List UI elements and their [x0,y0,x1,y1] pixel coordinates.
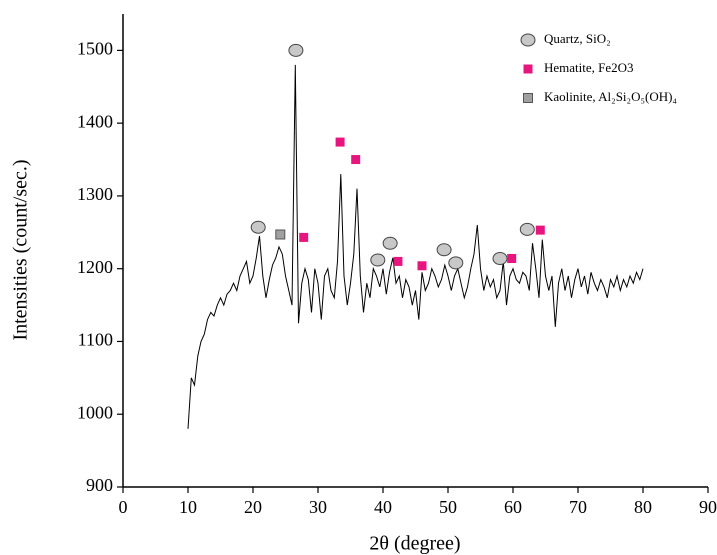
legend-marker [524,65,533,74]
phase-marker [449,257,463,269]
legend-label: Hematite, Fe2O3 [544,60,634,75]
x-tick-label: 50 [439,497,457,517]
phase-marker [251,221,265,233]
x-tick-label: 10 [179,497,197,517]
y-tick-label: 1400 [77,111,113,131]
x-tick-label: 40 [374,497,392,517]
y-axis-label: Intensities (count/sec.) [10,159,32,340]
x-tick-label: 80 [634,497,652,517]
y-tick-label: 1300 [77,184,113,204]
phase-marker [493,253,507,265]
legend-marker [524,94,533,103]
phase-marker [289,44,303,56]
phase-marker [507,254,516,263]
chart: 2θ (degree) Intensities (count/sec.) 0 10… [0,0,717,555]
phase-marker [536,226,545,235]
y-tick-label: 1100 [78,330,113,350]
x-tick-label: 70 [569,497,587,517]
xrd-line [188,65,643,429]
x-tick-label: 60 [504,497,522,517]
phase-marker [383,237,397,249]
phase-marker [351,155,360,164]
y-tick-label: 1500 [77,39,113,59]
phase-marker [418,261,427,270]
y-tick-label: 900 [86,475,113,495]
x-tick-label: 20 [244,497,262,517]
phase-marker [437,244,451,256]
x-tick-label: 0 [119,497,128,517]
legend-label: Kaolinite, Al₂Si₂O₅(OH)₄ [544,89,677,104]
x-axis-label: 2θ (degree) [369,533,460,555]
x-tick-label: 90 [699,497,717,517]
y-tick-label: 1200 [77,257,113,277]
phase-marker [299,233,308,242]
y-tick-label: 1000 [77,402,113,422]
legend-label: Quartz, SiO₂ [544,31,611,46]
phase-marker [371,254,385,266]
x-tick-label: 30 [309,497,327,517]
legend-marker [521,34,535,46]
phase-marker [276,230,285,239]
phase-marker [520,223,534,235]
phase-marker [336,138,345,147]
plot-frame [123,14,708,487]
phase-marker [393,257,402,266]
